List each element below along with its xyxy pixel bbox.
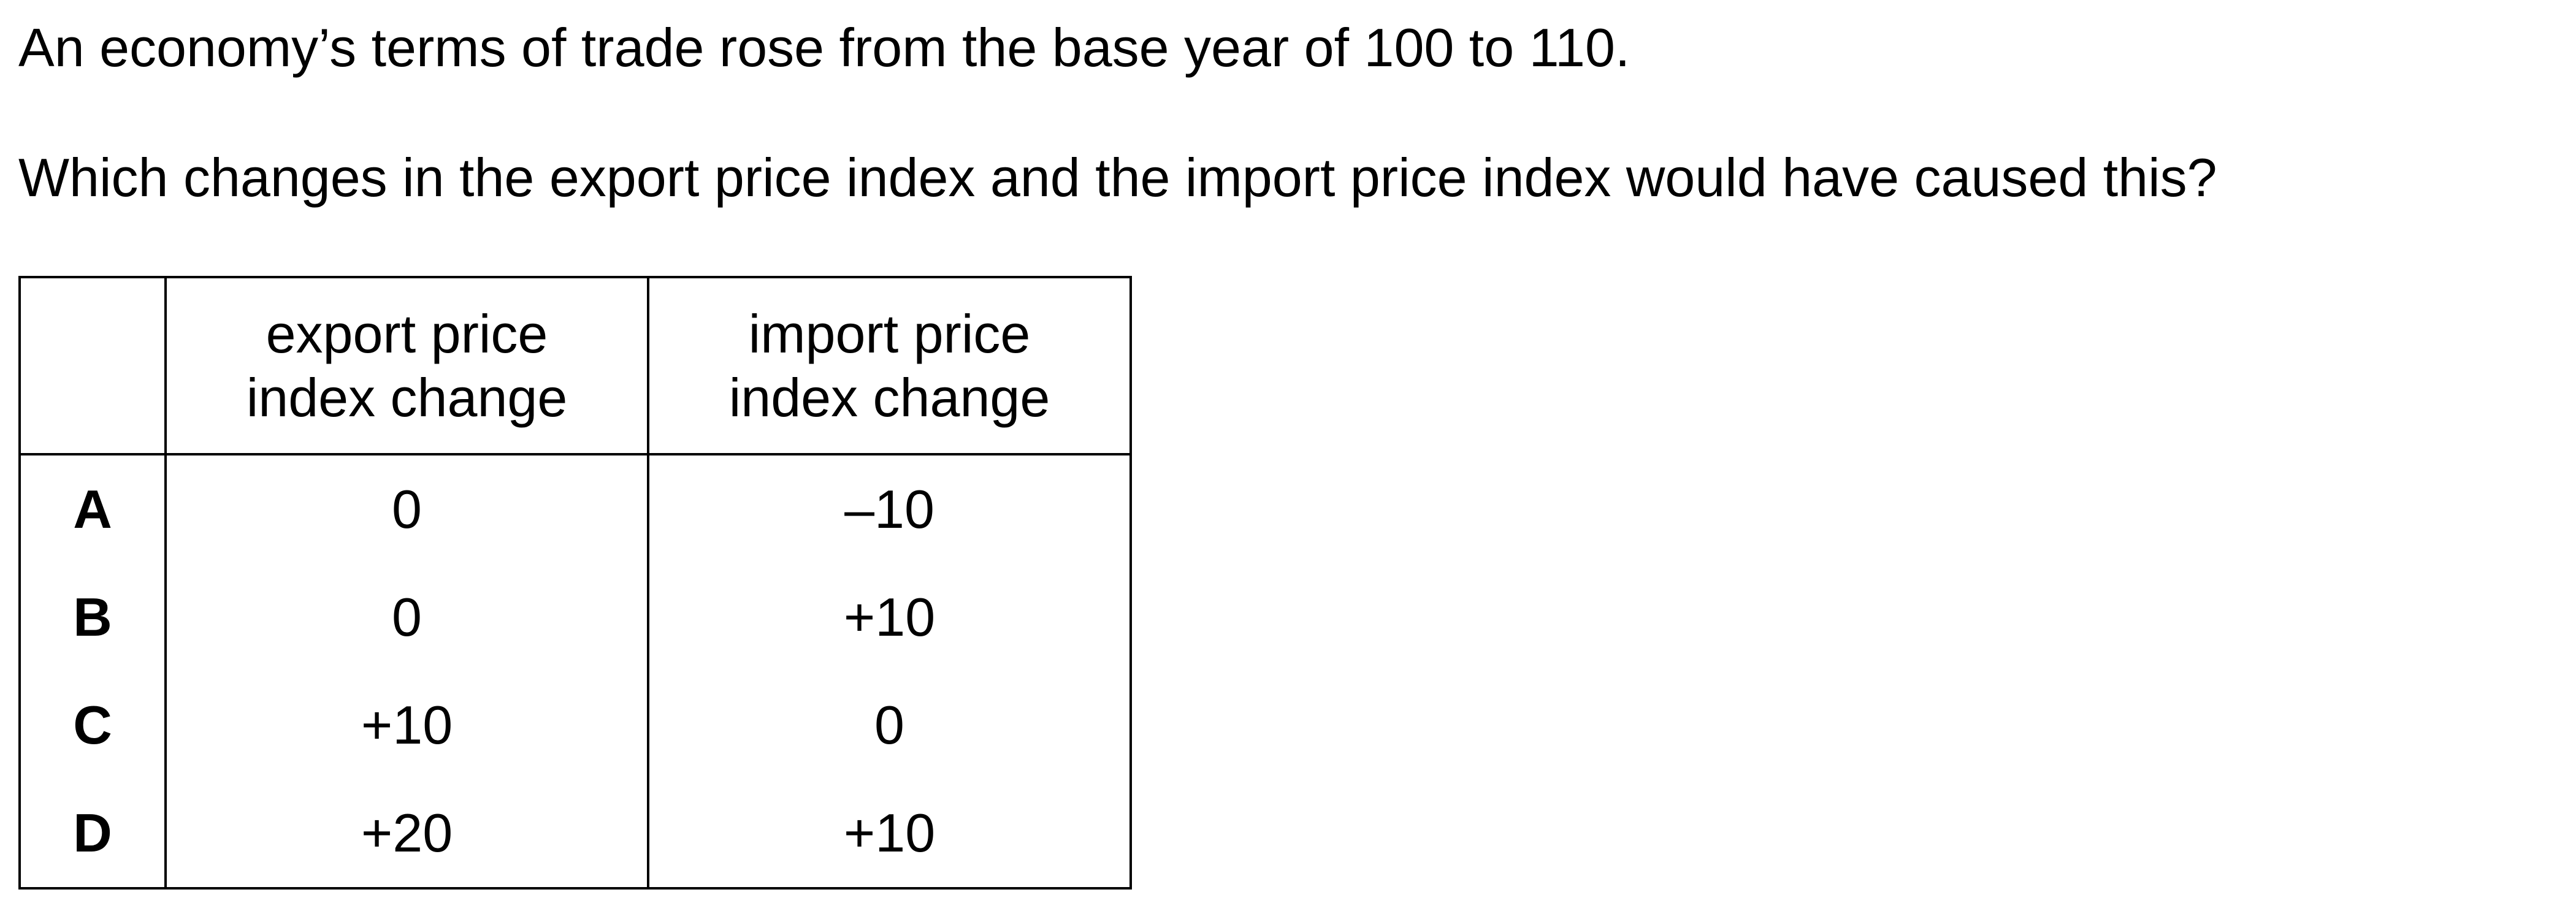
answer-options-table: export price index change import price i… (18, 276, 1132, 890)
header-export-price-index-change: export price index change (164, 276, 649, 455)
table-row-b: B 0 +10 (18, 563, 1132, 671)
header-letter-cell (18, 276, 167, 455)
header-import-price-index-change: import price index change (647, 276, 1132, 455)
option-letter: A (18, 454, 167, 563)
header-export-line-1: export price (266, 303, 548, 364)
header-import-line-2: index change (728, 367, 1050, 428)
export-change-value: 0 (164, 454, 649, 563)
table-row-d: D +20 +10 (18, 779, 1132, 890)
option-letter: C (18, 671, 167, 779)
import-change-value: +10 (647, 563, 1132, 671)
header-export-line-2: index change (246, 367, 568, 428)
export-change-value: 0 (164, 563, 649, 671)
export-change-value: +10 (164, 671, 649, 779)
header-import-line-1: import price (748, 303, 1031, 364)
table-row-c: C +10 0 (18, 671, 1132, 779)
option-letter: D (18, 779, 167, 890)
export-change-value: +20 (164, 779, 649, 890)
table-row-a: A 0 –10 (18, 454, 1132, 563)
import-change-value: –10 (647, 454, 1132, 563)
import-change-value: 0 (647, 671, 1132, 779)
question-stem: An economy’s terms of trade rose from th… (18, 17, 1630, 78)
question-prompt: Which changes in the export price index … (18, 147, 2217, 208)
option-letter: B (18, 563, 167, 671)
import-change-value: +10 (647, 779, 1132, 890)
table-header-row: export price index change import price i… (18, 276, 1132, 455)
